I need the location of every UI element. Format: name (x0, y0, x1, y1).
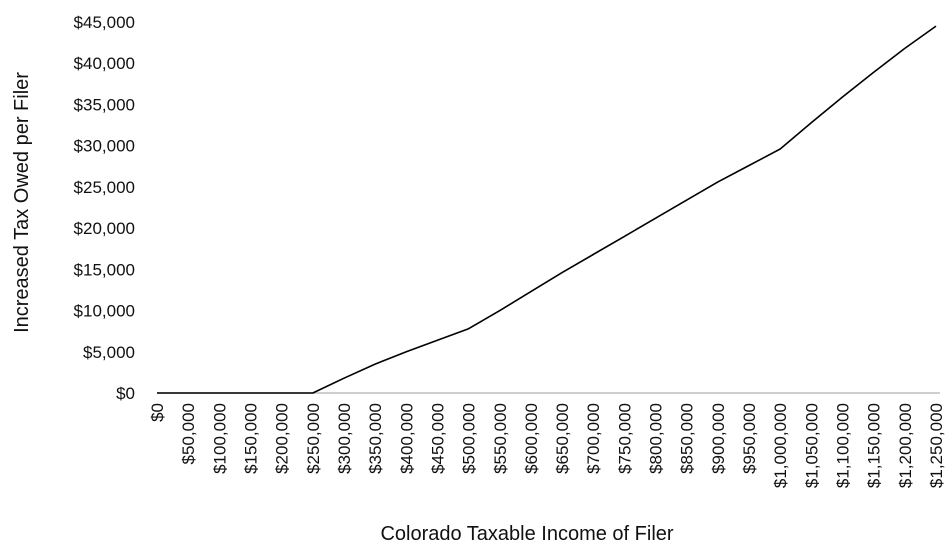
x-axis-tick-labels: $0 $50,000 $100,000 $150,000 $200,000 $250,00… (148, 403, 946, 488)
y-tick-label: $40,000 (74, 54, 135, 73)
y-axis-tick-labels: $0 $5,000 $10,000 $15,000 $20,000 $25,000 $30,… (74, 13, 135, 403)
y-tick-label: $45,000 (74, 13, 135, 32)
x-tick-label: $1,050,000 (802, 403, 821, 488)
y-tick-label: $15,000 (74, 260, 135, 279)
x-tick-label: $150,000 (241, 403, 260, 474)
x-tick-label: $1,200,000 (896, 403, 915, 488)
y-tick-label: $20,000 (74, 219, 135, 238)
y-tick-label: $0 (116, 384, 135, 403)
x-tick-label: $250,000 (304, 403, 323, 474)
y-tick-label: $10,000 (74, 302, 135, 321)
x-tick-label: $800,000 (647, 403, 666, 474)
x-tick-label: $50,000 (179, 403, 198, 464)
x-tick-label: $700,000 (584, 403, 603, 474)
x-tick-label: $600,000 (522, 403, 541, 474)
x-tick-label: $300,000 (335, 403, 354, 474)
x-tick-label: $1,150,000 (865, 403, 884, 488)
x-tick-label: $100,000 (210, 403, 229, 474)
x-tick-label: $400,000 (397, 403, 416, 474)
x-tick-label: $550,000 (491, 403, 510, 474)
x-tick-label: $750,000 (615, 403, 634, 474)
x-tick-label: $850,000 (678, 403, 697, 474)
x-tick-label: $500,000 (460, 403, 479, 474)
x-tick-label: $200,000 (273, 403, 292, 474)
y-tick-label: $30,000 (74, 137, 135, 156)
y-tick-label: $25,000 (74, 178, 135, 197)
x-tick-label: $1,000,000 (771, 403, 790, 488)
y-tick-label: $35,000 (74, 95, 135, 114)
x-tick-label: $450,000 (428, 403, 447, 474)
x-tick-label: $350,000 (366, 403, 385, 474)
series-line (157, 25, 937, 394)
y-axis-title: Increased Tax Owed per Filer (11, 72, 33, 333)
x-tick-label: $1,250,000 (927, 403, 946, 488)
x-tick-label: $650,000 (553, 403, 572, 474)
y-tick-label: $5,000 (83, 343, 135, 362)
x-tick-label: $0 (148, 403, 167, 422)
x-tick-label: $1,100,000 (834, 403, 853, 488)
x-axis-title: Colorado Taxable Income of Filer (380, 523, 673, 545)
x-tick-label: $950,000 (740, 403, 759, 474)
x-tick-label: $900,000 (709, 403, 728, 474)
